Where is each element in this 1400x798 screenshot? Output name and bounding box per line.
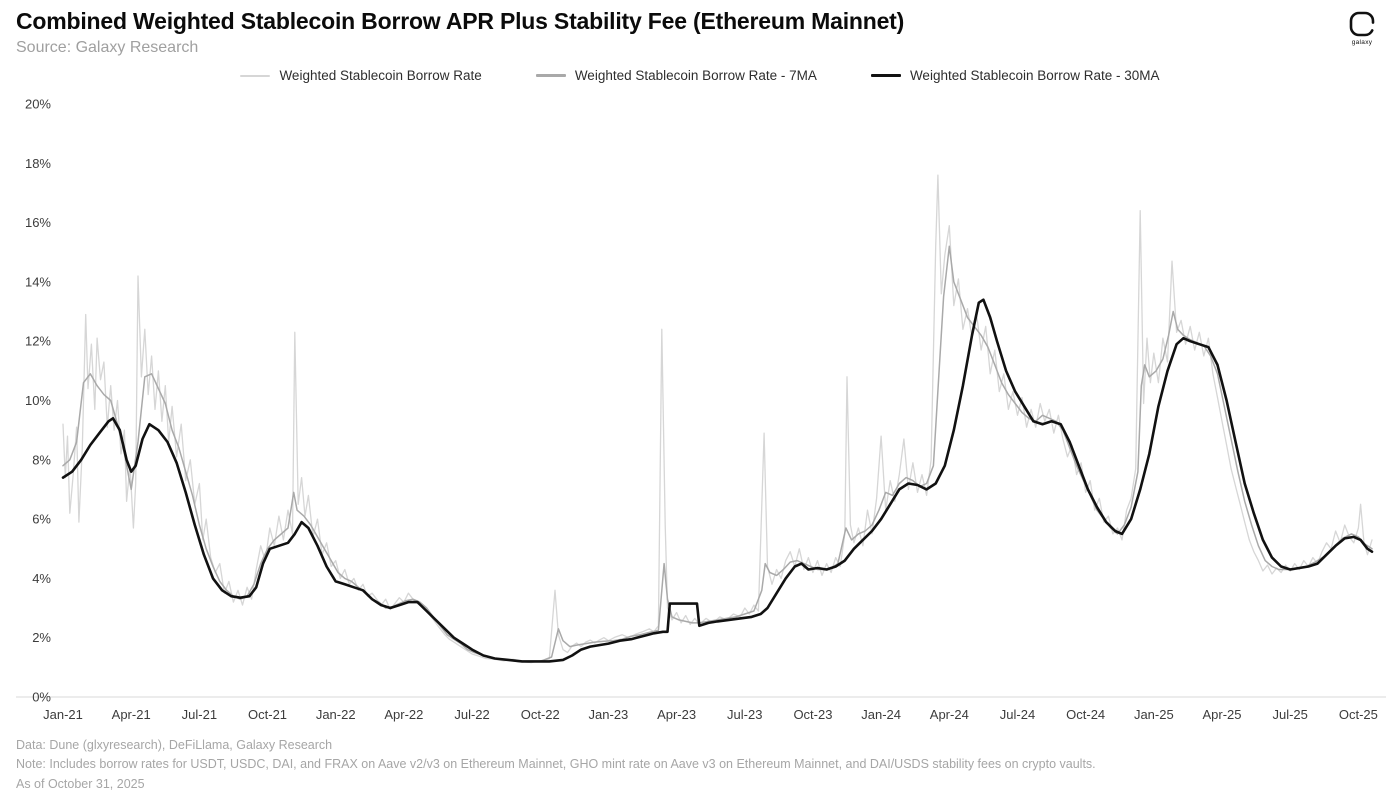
x-tick-label: Jan-21 [43,707,83,722]
y-tick-label: 10% [25,393,51,408]
y-tick-label: 18% [25,156,51,171]
x-tick-label: Jan-23 [589,707,629,722]
legend-swatch-7ma [535,74,566,77]
galaxy-logo-icon [1349,11,1375,37]
x-tick-label: Apr-21 [112,707,151,722]
footer-as-of-date: As of October 31, 2025 [16,776,145,791]
x-tick-label: Oct-24 [1066,707,1105,722]
x-tick-label: Jan-22 [316,707,356,722]
x-tick-label: Apr-24 [930,707,969,722]
galaxy-logo: galaxy [1342,10,1382,46]
legend-swatch-borrow-rate [240,74,271,77]
legend-label-30ma: Weighted Stablecoin Borrow Rate - 30MA [909,68,1160,83]
legend-item-30ma: Weighted Stablecoin Borrow Rate - 30MA [870,68,1160,83]
x-tick-label: Jul-23 [727,707,762,722]
y-tick-label: 0% [32,690,51,705]
x-tick-label: Oct-22 [521,707,560,722]
x-tick-label: Jul-21 [182,707,217,722]
x-tick-label: Oct-25 [1339,707,1378,722]
legend-item-7ma: Weighted Stablecoin Borrow Rate - 7MA [535,68,817,83]
y-tick-label: 2% [32,630,51,645]
source-label: Source: Galaxy Research [16,39,199,56]
x-tick-label: Jul-24 [1000,707,1035,722]
y-tick-label: 6% [32,512,51,527]
footer: Data: Dune (glxyresearch), DeFiLlama, Ga… [16,736,1384,794]
series-line-2 [61,298,1374,663]
y-tick-label: 12% [25,334,51,349]
chart-canvas: 0% 2% 4% 6% 8% 10% 12% 14% 16% 18% 20% Jan-21 Apr-21… [16,97,1386,722]
footer-note: Note: Includes borrow rates for USDT, US… [16,757,1096,772]
legend-label-7ma: Weighted Stablecoin Borrow Rate - 7MA [574,68,817,83]
x-tick-label: Jul-25 [1272,707,1307,722]
galaxy-logo-text: galaxy [1351,39,1373,46]
chart-title: Combined Weighted Stablecoin Borrow APR … [16,8,905,34]
legend-item-borrow-rate: Weighted Stablecoin Borrow Rate [240,68,482,83]
x-tick-label: Jan-25 [1134,707,1174,722]
chart-area: 0% 2% 4% 6% 8% 10% 12% 14% 16% 18% 20% Jan-21 Apr-21… [6,92,1396,732]
legend-label-borrow-rate: Weighted Stablecoin Borrow Rate [279,68,482,83]
y-tick-label: 4% [32,571,51,586]
x-tick-label: Apr-23 [657,707,696,722]
series-line-1 [62,245,1373,663]
x-tick-label: Oct-21 [248,707,287,722]
y-tick-label: 16% [25,215,51,230]
x-tick-label: Oct-23 [793,707,832,722]
header: Combined Weighted Stablecoin Borrow APR … [16,8,1384,57]
y-tick-label: 14% [25,274,51,289]
y-tick-label: 20% [25,97,51,112]
x-tick-label: Jul-22 [454,707,489,722]
y-tick-label: 8% [32,452,51,467]
series-line-0 [62,174,1373,664]
legend-swatch-30ma [870,73,901,78]
footer-data-sources: Data: Dune (glxyresearch), DeFiLlama, Ga… [16,737,333,752]
x-tick-label: Apr-25 [1202,707,1241,722]
legend: Weighted Stablecoin Borrow Rate Weighted… [0,68,1400,83]
x-tick-label: Apr-22 [384,707,423,722]
x-tick-label: Jan-24 [861,707,901,722]
